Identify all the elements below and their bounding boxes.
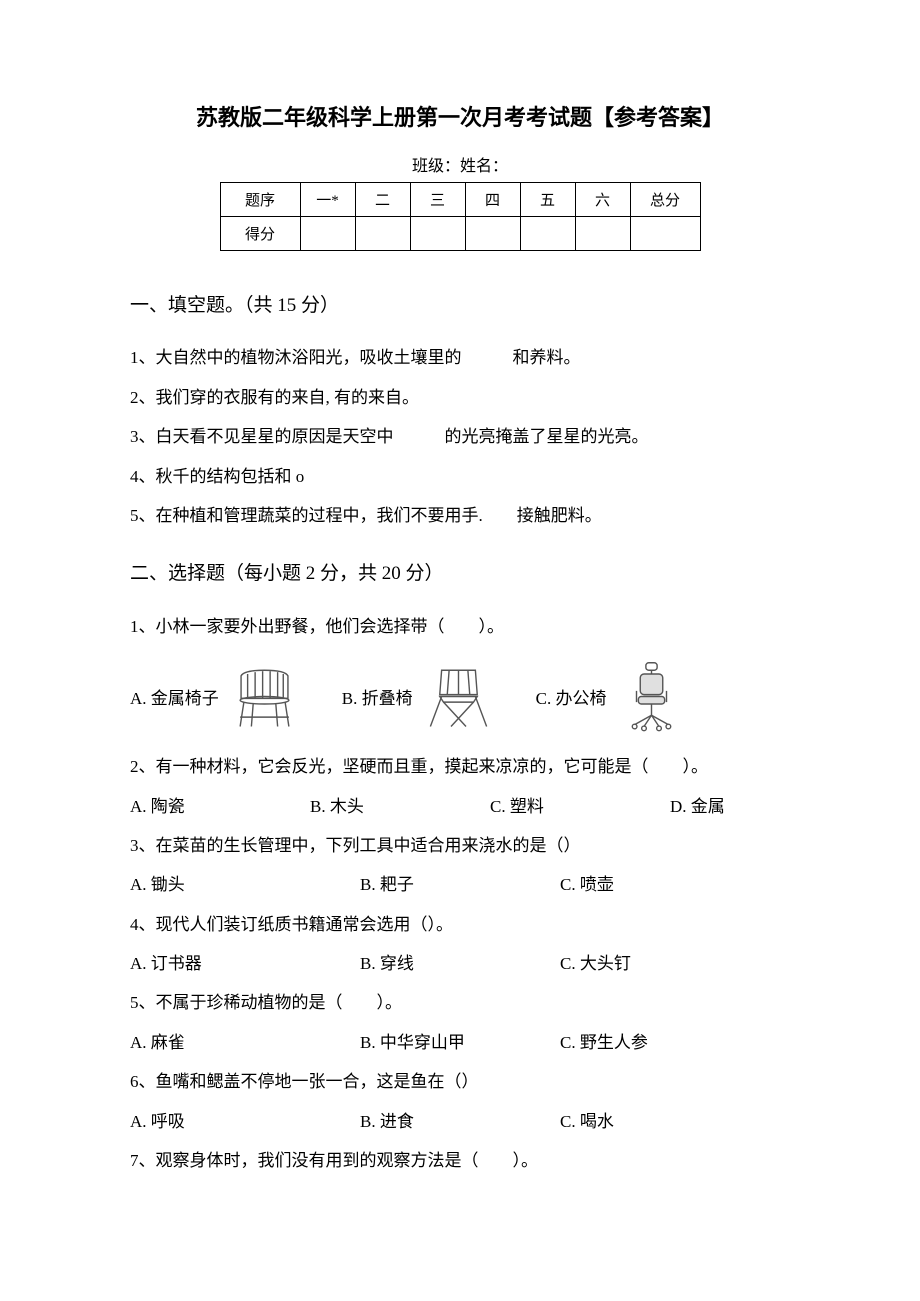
option-c: C. 野生人参: [560, 1024, 740, 1061]
s1-q1: 1、大自然中的植物沐浴阳光，吸收土壤里的 和养料。: [130, 339, 790, 376]
cell-header: 五: [520, 183, 575, 217]
option-c: C. 大头钉: [560, 945, 740, 982]
s2-q1-options: A. 金属椅子 B. 折叠椅: [130, 659, 790, 734]
chair-option-c: C. 办公椅: [536, 659, 690, 734]
table-row: 得分: [220, 217, 700, 251]
cell-empty: [355, 217, 410, 251]
cell-header: 六: [575, 183, 630, 217]
s1-q2: 2、我们穿的衣服有的来自, 有的来自。: [130, 379, 790, 416]
s2-q3: 3、在菜苗的生长管理中，下列工具中适合用来浇水的是（）: [130, 827, 790, 864]
s2-q2: 2、有一种材料，它会反光，坚硬而且重，摸起来凉凉的，它可能是（ ）。: [130, 748, 790, 785]
option-d: D. 金属: [670, 788, 810, 825]
cell-empty: [520, 217, 575, 251]
cell-empty: [465, 217, 520, 251]
folding-chair-icon: [421, 659, 496, 734]
s2-q6-options: A. 呼吸 B. 进食 C. 喝水: [130, 1103, 790, 1140]
cell-header: 四: [465, 183, 520, 217]
cell-empty: [575, 217, 630, 251]
option-b: B. 中华穿山甲: [360, 1024, 560, 1061]
option-b: B. 耙子: [360, 866, 560, 903]
s1-q5: 5、在种植和管理蔬菜的过程中，我们不要用手. 接触肥料。: [130, 497, 790, 534]
option-b: B. 木头: [310, 788, 490, 825]
option-a: A. 陶瓷: [130, 788, 310, 825]
option-c: C. 塑料: [490, 788, 670, 825]
option-label: B. 折叠椅: [342, 684, 413, 709]
score-table: 题序 一* 二 三 四 五 六 总分 得分: [220, 182, 701, 251]
s2-q5-options: A. 麻雀 B. 中华穿山甲 C. 野生人参: [130, 1024, 790, 1061]
office-chair-icon: [614, 659, 689, 734]
s2-q7: 7、观察身体时，我们没有用到的观察方法是（ ）。: [130, 1142, 790, 1179]
document-title: 苏教版二年级科学上册第一次月考考试题【参考答案】: [130, 100, 790, 132]
cell-header: 一*: [300, 183, 355, 217]
option-a: A. 呼吸: [130, 1103, 360, 1140]
table-row: 题序 一* 二 三 四 五 六 总分: [220, 183, 700, 217]
class-name-line: 班级：姓名：: [130, 152, 790, 176]
option-label: A. 金属椅子: [130, 684, 219, 709]
option-c: C. 喷壶: [560, 866, 740, 903]
chair-option-b: B. 折叠椅: [342, 659, 496, 734]
s2-q2-options: A. 陶瓷 B. 木头 C. 塑料 D. 金属: [130, 788, 790, 825]
s1-q3: 3、白天看不见星星的原因是天空中 的光亮掩盖了星星的光亮。: [130, 418, 790, 455]
s2-q1: 1、小林一家要外出野餐，他们会选择带（ ）。: [130, 608, 790, 645]
cell-label: 得分: [220, 217, 300, 251]
cell-header: 二: [355, 183, 410, 217]
section-2-header: 二、选择题（每小题 2 分，共 20 分）: [130, 559, 790, 589]
option-b: B. 进食: [360, 1103, 560, 1140]
s2-q4-options: A. 订书器 B. 穿线 C. 大头钉: [130, 945, 790, 982]
cell-empty: [410, 217, 465, 251]
option-b: B. 穿线: [360, 945, 560, 982]
option-a: A. 麻雀: [130, 1024, 360, 1061]
cell-empty: [300, 217, 355, 251]
s2-q4: 4、现代人们装订纸质书籍通常会选用（）。: [130, 906, 790, 943]
cell-header: 三: [410, 183, 465, 217]
option-c: C. 喝水: [560, 1103, 740, 1140]
s2-q3-options: A. 锄头 B. 耙子 C. 喷壶: [130, 866, 790, 903]
section-1-header: 一、填空题。（共 15 分）: [130, 291, 790, 321]
s2-q6: 6、鱼嘴和鳃盖不停地一张一合，这是鱼在（）: [130, 1063, 790, 1100]
chair-option-a: A. 金属椅子: [130, 659, 302, 734]
s1-q4: 4、秋千的结构包括和 o: [130, 458, 790, 495]
s2-q5: 5、不属于珍稀动植物的是（ ）。: [130, 984, 790, 1021]
cell-empty: [630, 217, 700, 251]
option-a: A. 订书器: [130, 945, 360, 982]
option-a: A. 锄头: [130, 866, 360, 903]
cell-header: 题序: [220, 183, 300, 217]
cell-header: 总分: [630, 183, 700, 217]
option-label: C. 办公椅: [536, 684, 607, 709]
metal-chair-icon: [227, 659, 302, 734]
